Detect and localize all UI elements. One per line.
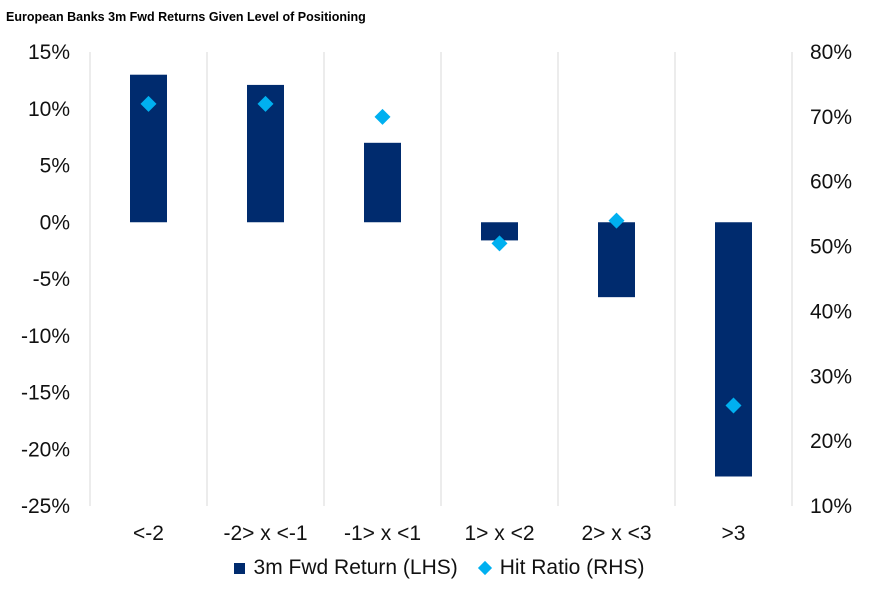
legend-item-return: 3m Fwd Return (LHS) [233, 556, 458, 580]
right-tick-label: 40% [810, 300, 852, 323]
chart-canvas: 15% 10% 5% 0% -5% -10% -15% -20% -25% 80% 70% 60% 5… [21, 41, 852, 545]
left-tick-label: -10% [21, 325, 70, 348]
hit-ratio-point-2 [374, 108, 391, 125]
left-axis-ticks: 15% 10% 5% 0% -5% -10% -15% -20% -25% [21, 41, 70, 518]
legend-label-return: 3m Fwd Return (LHS) [253, 556, 458, 579]
legend: 3m Fwd Return (LHS) Hit Ratio (RHS) [0, 556, 878, 580]
left-tick-label: 0% [40, 211, 70, 234]
x-axis-ticks: <-2 -2> x <-1 -1> x <1 1> x <2 2> x <3 >3 [133, 522, 745, 545]
category-label: <-2 [133, 522, 164, 545]
bar-series [130, 74, 752, 477]
right-tick-label: 10% [810, 495, 852, 518]
hit-ratio-point-0 [140, 95, 157, 112]
category-label: -2> x <-1 [223, 522, 307, 545]
right-tick-label: 80% [810, 41, 852, 64]
left-tick-label: -25% [21, 495, 70, 518]
category-label: 1> x <2 [464, 522, 534, 545]
category-label: 2> x <3 [581, 522, 651, 545]
hit-ratio-series [140, 95, 742, 414]
right-tick-label: 70% [810, 106, 852, 129]
bar-5 [715, 222, 752, 477]
left-tick-label: -20% [21, 438, 70, 461]
left-tick-label: -15% [21, 382, 70, 405]
bar-2 [364, 142, 401, 223]
left-tick-label: 5% [40, 155, 70, 178]
category-label: >3 [722, 522, 746, 545]
chart-title: European Banks 3m Fwd Returns Given Leve… [6, 10, 366, 24]
right-tick-label: 50% [810, 236, 852, 259]
right-tick-label: 30% [810, 365, 852, 388]
legend-diamond-swatch [477, 560, 492, 576]
hit-ratio-point-4 [608, 212, 625, 229]
right-tick-label: 20% [810, 430, 852, 453]
right-axis-ticks: 80% 70% 60% 50% 40% 30% 20% 10% [810, 41, 852, 518]
bar-3 [481, 222, 518, 241]
legend-bar-swatch [233, 562, 245, 574]
bar-4 [598, 222, 635, 298]
category-label: -1> x <1 [344, 522, 421, 545]
left-tick-label: 10% [28, 98, 70, 121]
legend-label-hit-ratio: Hit Ratio (RHS) [499, 556, 645, 579]
hit-ratio-point-5 [725, 397, 742, 414]
left-tick-label: 15% [28, 41, 70, 64]
gridlines [89, 52, 793, 506]
left-tick-label: -5% [33, 268, 70, 291]
hit-ratio-point-3 [491, 235, 508, 252]
legend-item-hit-ratio: Hit Ratio (RHS) [477, 556, 645, 580]
hit-ratio-point-1 [257, 95, 274, 112]
right-tick-label: 60% [810, 171, 852, 194]
